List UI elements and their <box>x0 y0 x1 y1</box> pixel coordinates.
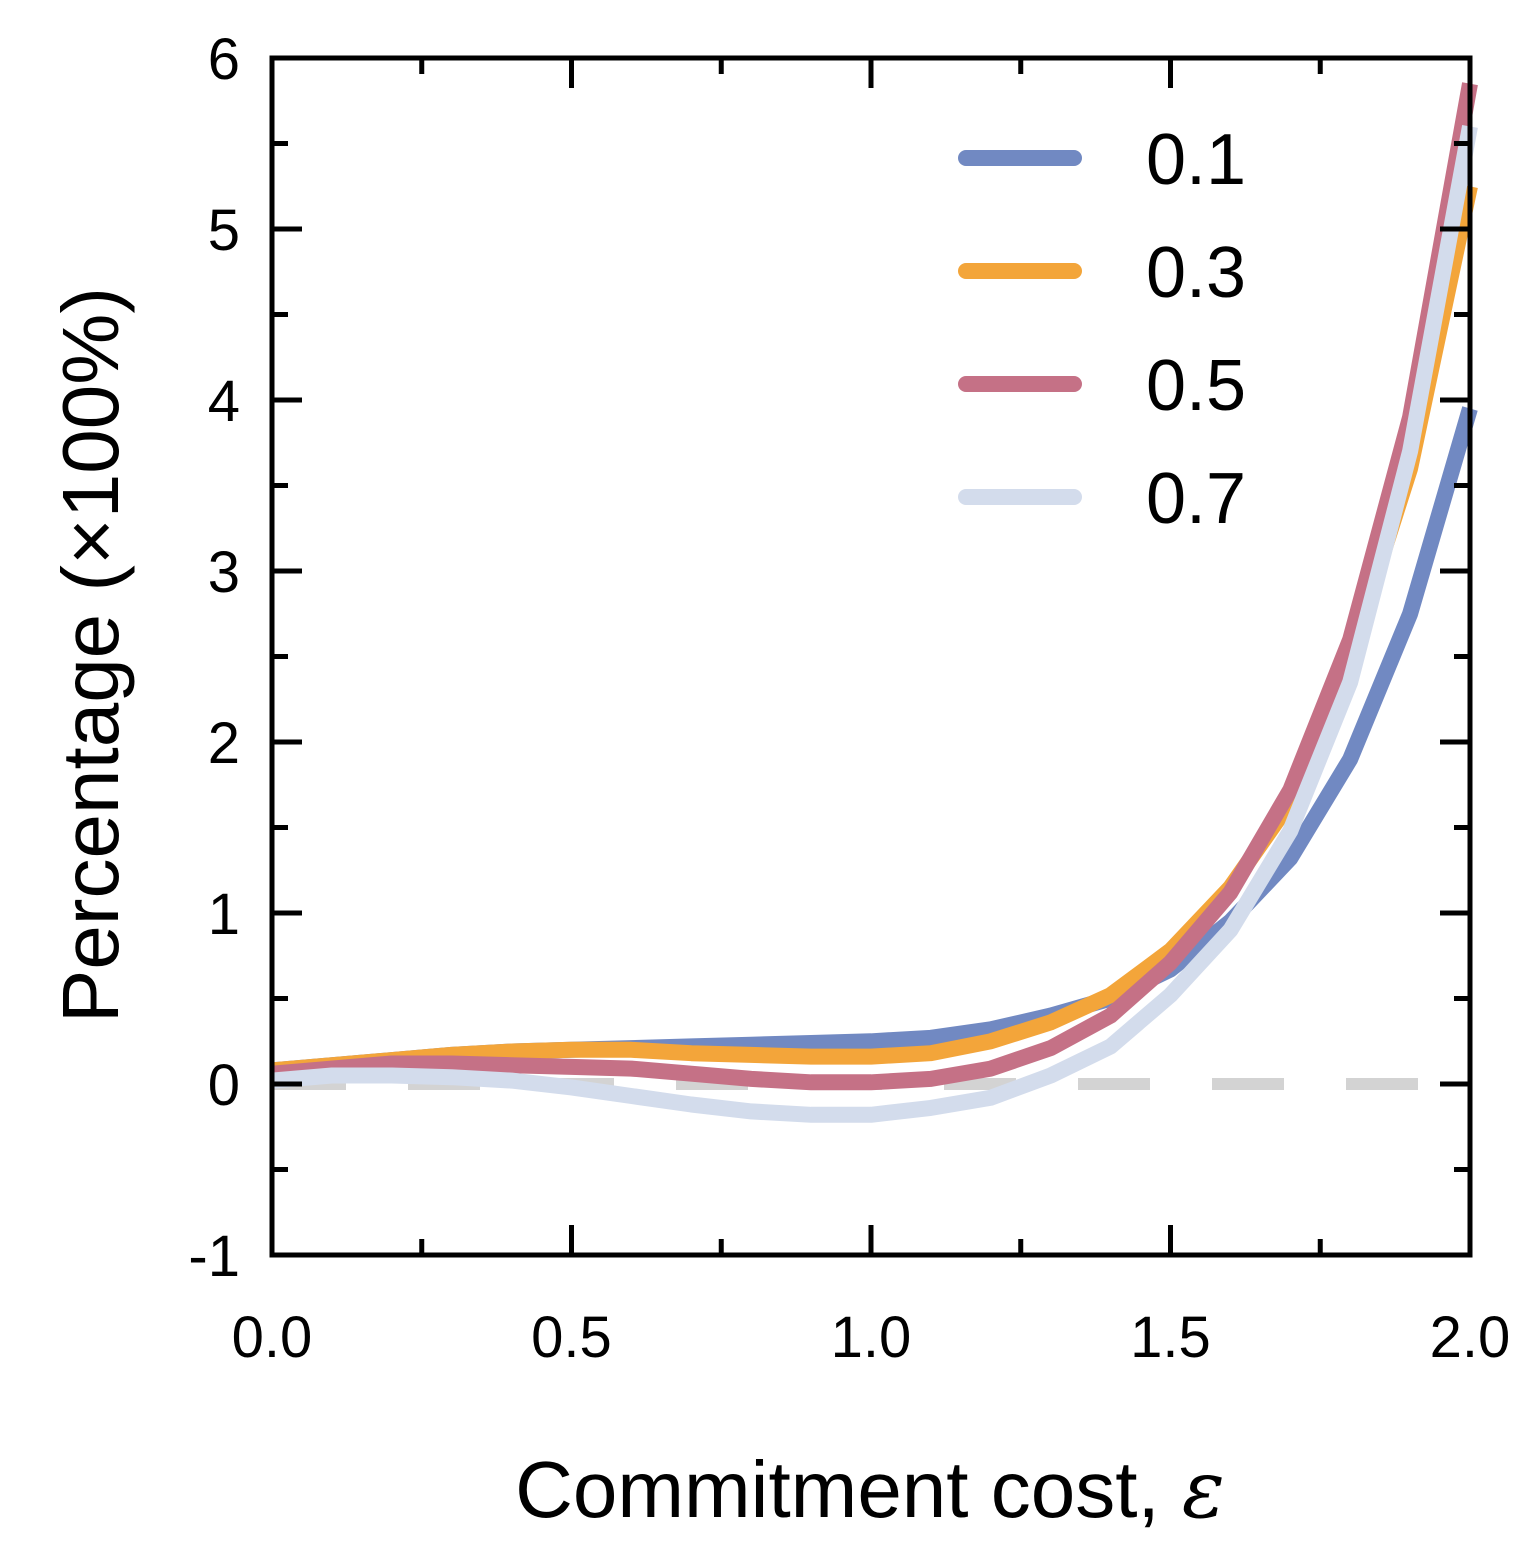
legend-label-0.1: 0.1 <box>1146 120 1246 200</box>
x-tick-label: 2.0 <box>1430 1305 1511 1370</box>
series-line-0.3 <box>271 184 1478 1079</box>
x-tick-label: 1.0 <box>831 1305 912 1370</box>
y-axis-title: Percentage (×100%) <box>46 287 135 1023</box>
tick-layer: 0.0 0.5 1.0 1.5 2.0 -1 0 1 2 3 4 5 6 <box>188 27 1510 1370</box>
x-tick-label: 0.5 <box>531 1305 612 1370</box>
x-axis-title: Commitment cost, ε <box>515 1443 1225 1536</box>
x-tick-label: 0.0 <box>232 1305 313 1370</box>
series-layer <box>271 82 1478 1123</box>
series-line-0.5 <box>271 82 1478 1091</box>
series-line-0.7 <box>271 124 1478 1123</box>
y-tick-label: 1 <box>208 882 240 947</box>
legend: 0.1 0.3 0.5 0.7 <box>958 120 1246 539</box>
x-axis-title-text: Commitment cost, <box>515 1445 1182 1534</box>
y-tick-label: 4 <box>208 369 240 434</box>
x-tick-label: 1.5 <box>1130 1305 1211 1370</box>
y-tick-label: 5 <box>208 198 240 263</box>
y-tick-label: 2 <box>208 711 240 776</box>
legend-label-0.3: 0.3 <box>1146 233 1246 313</box>
y-tick-label: 0 <box>208 1053 240 1118</box>
x-axis-title-symbol: ε <box>1182 1443 1225 1536</box>
legend-label-0.5: 0.5 <box>1146 346 1246 426</box>
legend-label-0.7: 0.7 <box>1146 459 1246 539</box>
y-tick-label: 6 <box>208 27 240 92</box>
y-tick-label: 3 <box>208 540 240 605</box>
series-line-0.1 <box>271 406 1478 1079</box>
y-tick-label: -1 <box>188 1224 240 1289</box>
